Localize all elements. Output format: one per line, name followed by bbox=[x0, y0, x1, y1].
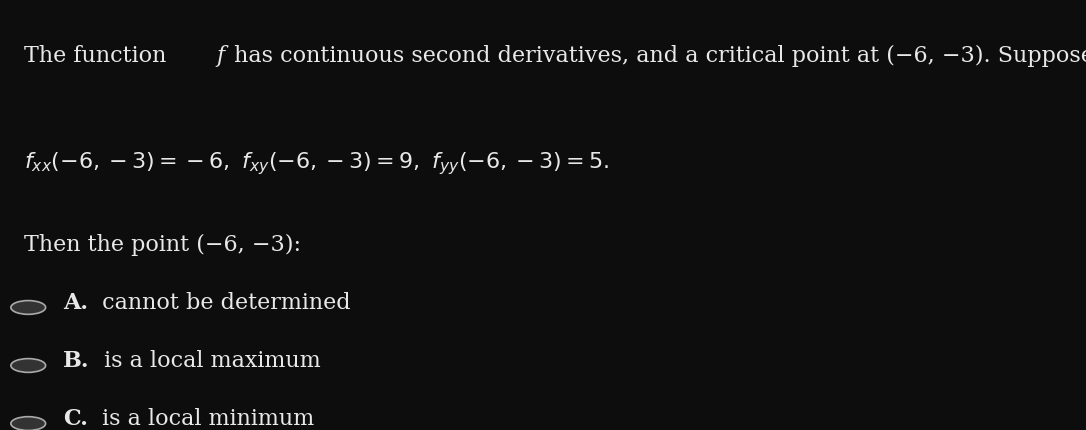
Circle shape bbox=[11, 417, 46, 430]
Text: $f_{xx}(-6,-3) = -6,\ f_{xy}(-6,-3) = 9,\ f_{yy}(-6,-3) = 5.$: $f_{xx}(-6,-3) = -6,\ f_{xy}(-6,-3) = 9,… bbox=[24, 150, 609, 177]
Text: has continuous second derivatives, and a critical point at (−6, −3). Suppose: has continuous second derivatives, and a… bbox=[227, 45, 1086, 67]
Text: f: f bbox=[217, 45, 225, 67]
Text: cannot be determined: cannot be determined bbox=[96, 292, 351, 314]
Text: is a local maximum: is a local maximum bbox=[97, 350, 321, 372]
Circle shape bbox=[11, 301, 46, 314]
Text: The function: The function bbox=[24, 45, 174, 67]
Text: Then the point (−6, −3):: Then the point (−6, −3): bbox=[24, 234, 301, 256]
Text: is a local minimum: is a local minimum bbox=[96, 408, 314, 430]
Text: A.: A. bbox=[63, 292, 88, 314]
Text: B.: B. bbox=[63, 350, 89, 372]
Text: C.: C. bbox=[63, 408, 88, 430]
Circle shape bbox=[11, 359, 46, 372]
